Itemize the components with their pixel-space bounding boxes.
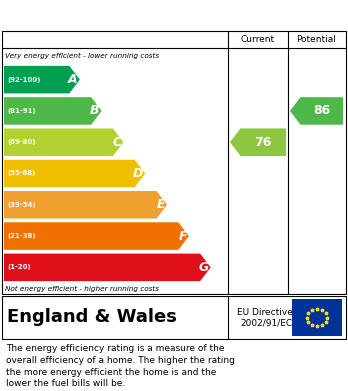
Text: E: E (157, 198, 165, 211)
Text: 76: 76 (254, 136, 272, 149)
Polygon shape (4, 191, 167, 219)
Bar (292, 299, 342, 336)
Text: Not energy efficient - higher running costs: Not energy efficient - higher running co… (5, 286, 159, 292)
Text: (39-54): (39-54) (7, 202, 35, 208)
Text: D: D (133, 167, 143, 180)
Polygon shape (4, 129, 124, 156)
Text: (1-20): (1-20) (7, 264, 31, 270)
Text: C: C (112, 136, 121, 149)
Text: Current: Current (241, 34, 275, 43)
Text: The energy efficiency rating is a measure of the
overall efficiency of a home. T: The energy efficiency rating is a measur… (6, 344, 235, 388)
Polygon shape (230, 129, 286, 156)
Text: EU Directive
2002/91/EC: EU Directive 2002/91/EC (237, 308, 293, 327)
Text: Energy Efficiency Rating: Energy Efficiency Rating (8, 7, 218, 23)
Text: (55-68): (55-68) (7, 170, 35, 176)
Polygon shape (290, 97, 343, 125)
Polygon shape (4, 160, 145, 187)
Text: England & Wales: England & Wales (7, 308, 177, 326)
Text: B: B (90, 104, 100, 117)
Polygon shape (4, 97, 102, 125)
Text: A: A (68, 73, 78, 86)
Polygon shape (4, 66, 80, 93)
Text: F: F (179, 230, 187, 242)
Text: 86: 86 (313, 104, 330, 117)
Polygon shape (4, 254, 211, 281)
Text: G: G (198, 261, 209, 274)
Text: (92-100): (92-100) (7, 77, 40, 83)
Text: Very energy efficient - lower running costs: Very energy efficient - lower running co… (5, 53, 159, 59)
Text: (81-91): (81-91) (7, 108, 35, 114)
Text: Potential: Potential (296, 34, 337, 43)
Polygon shape (4, 222, 189, 250)
Text: (69-80): (69-80) (7, 139, 35, 145)
Text: (21-38): (21-38) (7, 233, 35, 239)
